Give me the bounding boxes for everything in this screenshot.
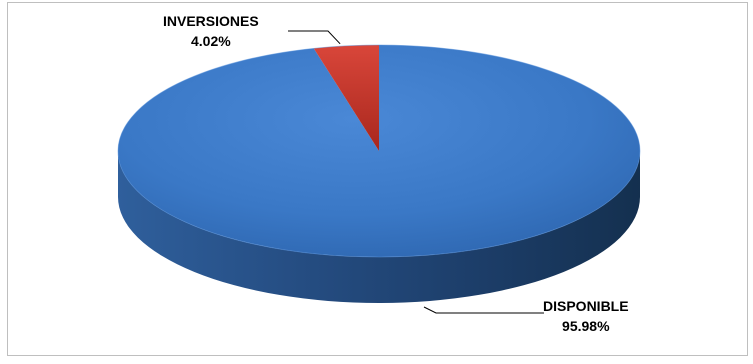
data-label-disponible: DISPONIBLE 95.98%	[543, 296, 629, 336]
data-label-inversiones: INVERSIONES 4.02%	[163, 11, 259, 51]
slice-value-inversiones: 4.02%	[191, 33, 231, 49]
slice-inversiones	[313, 45, 379, 151]
slice-side-disponible	[118, 151, 640, 303]
leader-line-disponible	[423, 306, 544, 314]
pie-chart	[117, 30, 641, 314]
pie-rim	[117, 44, 641, 258]
leader-line-inversiones	[288, 30, 341, 45]
chart-area: DISPONIBLE 95.98% INVERSIONES 4.02%	[7, 2, 748, 356]
slice-value-disponible: 95.98%	[562, 318, 610, 334]
slice-label-inversiones: INVERSIONES	[163, 13, 259, 29]
slice-disponible	[118, 45, 641, 257]
slice-label-disponible: DISPONIBLE	[543, 298, 629, 314]
